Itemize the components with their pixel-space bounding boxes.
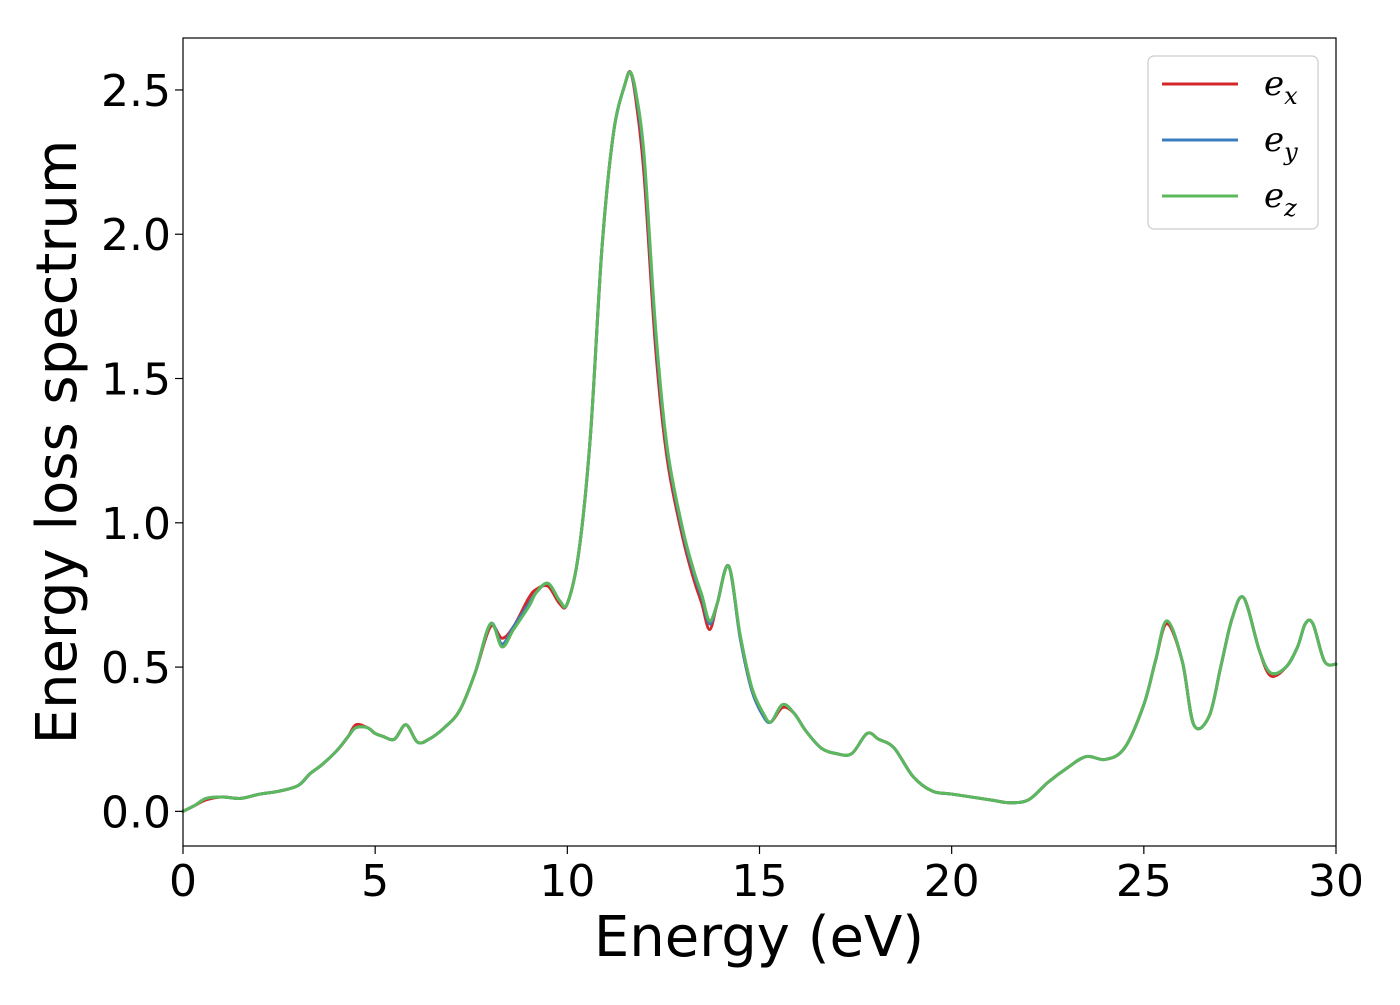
x-axis-title: Energy (eV) — [594, 905, 924, 970]
legend-label-e-z: ez — [1264, 176, 1297, 222]
legend-label-main: e — [1264, 120, 1284, 160]
x-tick-label: 5 — [361, 856, 389, 907]
y-tick-label: 2.5 — [101, 66, 171, 117]
legend-label-main: e — [1264, 64, 1284, 104]
x-tick-label: 20 — [924, 856, 980, 907]
legend-label-subscript: x — [1284, 82, 1298, 110]
x-tick-label: 30 — [1308, 856, 1364, 907]
x-tick-label: 25 — [1116, 856, 1172, 907]
legend-label-e-y: ey — [1264, 120, 1298, 166]
x-tick-label: 10 — [539, 856, 595, 907]
series-layer — [181, 70, 1338, 813]
y-tick-label: 1.0 — [101, 499, 171, 550]
y-tick-label: 0.5 — [101, 643, 171, 694]
y-axis-ticks: 0.0 0.5 1.0 1.5 2.0 2.5 — [101, 66, 183, 838]
series-line-e-z — [181, 70, 1338, 813]
y-axis-title: Energy loss spectrum — [25, 140, 90, 745]
y-tick-label: 2.0 — [101, 210, 171, 261]
legend-box — [1147, 55, 1319, 230]
y-tick-label: 1.5 — [101, 355, 171, 406]
legend-label-subscript: z — [1283, 194, 1297, 222]
x-tick-label: 0 — [169, 856, 197, 907]
y-tick-label: 0.0 — [101, 787, 171, 838]
legend-label-subscript: y — [1283, 138, 1298, 166]
legend-label-main: e — [1264, 176, 1284, 216]
x-tick-label: 15 — [732, 856, 788, 907]
legend-label-e-x: ex — [1264, 64, 1298, 110]
x-axis-ticks: 0 5 10 15 20 25 30 — [169, 846, 1364, 907]
